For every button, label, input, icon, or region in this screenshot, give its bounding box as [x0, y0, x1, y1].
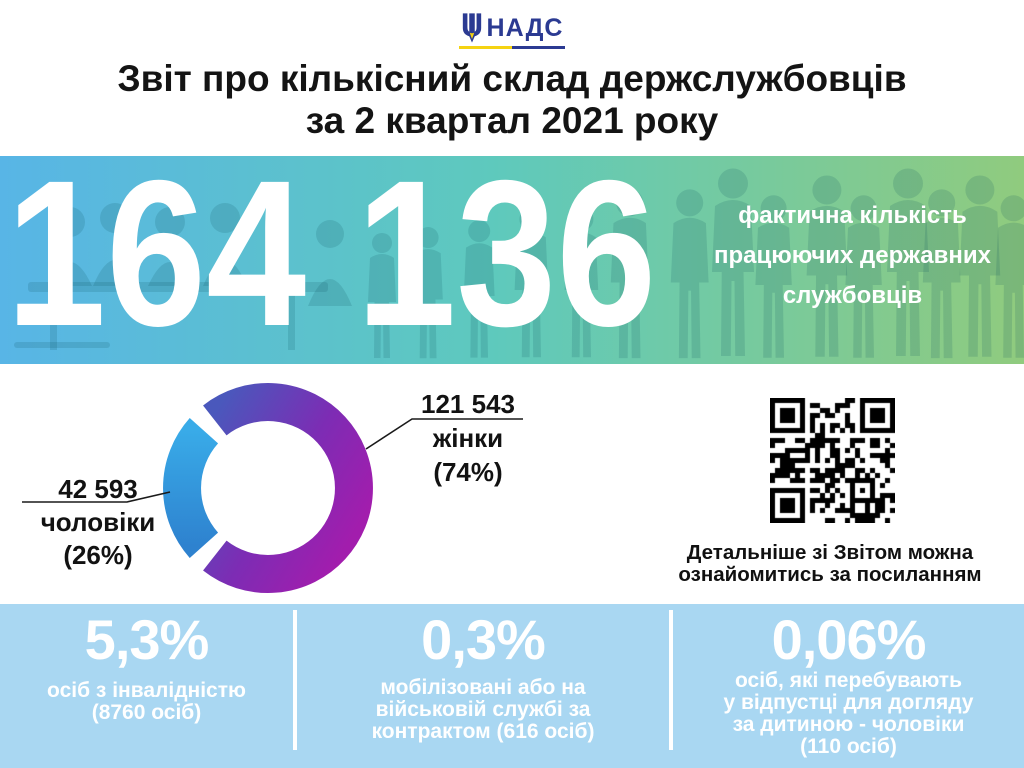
- women-value: 121 543: [421, 389, 515, 419]
- stat-value: 0,3%: [421, 608, 546, 671]
- donut-chart: [22, 383, 523, 593]
- hero-banner: 164 136 фактична кількість працюючих дер…: [0, 138, 1024, 370]
- stats-strip: 5,3% осіб з інвалідністю (8760 осіб) 0,3…: [0, 604, 1024, 768]
- women-text: жінки: [432, 423, 504, 453]
- leader-lines: [22, 418, 523, 503]
- total-caption-line3: службовців: [782, 282, 923, 309]
- stat-desc-line: (110 осіб): [800, 735, 897, 758]
- gender-chart-section: 42 593 чоловіки (26%) 121 543 жінки (74%…: [0, 364, 1024, 604]
- stat-desc-line: військовій службі за: [375, 698, 591, 721]
- men-text: чоловіки: [40, 507, 156, 537]
- stat-panel-disability: 5,3% осіб з інвалідністю (8760 осіб): [0, 604, 293, 768]
- header-logo: НАДС: [0, 12, 1024, 49]
- qr-caption-line1: Детальніше зі Звітом можна: [686, 541, 974, 564]
- qr-caption: Детальніше зі Звітом можна ознайомитись …: [655, 542, 1005, 586]
- men-value: 42 593: [58, 474, 138, 504]
- page-title: Звіт про кількісний склад держслужбовців…: [0, 58, 1024, 142]
- panel-divider: [293, 610, 297, 750]
- stat-desc-line: осіб з інвалідністю: [47, 679, 246, 702]
- stat-desc-line: контрактом (616 осіб): [371, 720, 595, 743]
- stat-desc-line: мобілізовані або на: [380, 676, 586, 699]
- women-label: 121 543 жінки (74%): [398, 387, 538, 489]
- org-name: НАДС: [486, 13, 564, 42]
- trident-icon: [461, 12, 483, 44]
- stat-value: 0,06%: [771, 608, 927, 671]
- total-caption-line1: фактична кількість: [738, 202, 967, 229]
- panel-divider: [669, 610, 673, 750]
- stat-desc-line: осіб, які перебувають: [734, 669, 963, 692]
- men-label: 42 593 чоловіки (26%): [8, 473, 188, 572]
- qr-code: [770, 398, 895, 523]
- people-silhouettes-graphic: [14, 168, 1024, 359]
- stat-desc-line: (8760 осіб): [91, 701, 202, 724]
- stat-desc-line: за дитиною - чоловіки: [732, 713, 965, 736]
- stat-panel-childcare: 0,06% осіб, які перебувають у відпустці …: [673, 604, 1024, 768]
- stat-desc: мобілізовані або на військовій службі за…: [297, 677, 669, 743]
- total-caption-line2: працюючих державних: [714, 242, 991, 269]
- qr-caption-line2: ознайомитись за посиланням: [678, 563, 982, 586]
- stat-desc: осіб, які перебувають у відпустці для до…: [673, 670, 1024, 758]
- page-title-line1: Звіт про кількісний склад держслужбовців: [117, 58, 907, 99]
- stat-desc: осіб з інвалідністю (8760 осіб): [0, 680, 293, 724]
- stat-value: 5,3%: [84, 608, 210, 671]
- stat-panel-military: 0,3% мобілізовані або на військовій служ…: [297, 604, 669, 768]
- women-percent: (74%): [433, 457, 503, 487]
- slice-women: [203, 383, 373, 593]
- total-count: 164 136: [6, 138, 657, 370]
- page-title-line2: за 2 квартал 2021 року: [305, 100, 719, 141]
- total-caption: фактична кількість працюючих державних с…: [690, 196, 1015, 316]
- slice-men: [163, 418, 219, 558]
- logo-underline: [459, 46, 565, 49]
- men-percent: (26%): [63, 540, 133, 570]
- stat-desc-line: у відпустці для догляду: [723, 691, 974, 714]
